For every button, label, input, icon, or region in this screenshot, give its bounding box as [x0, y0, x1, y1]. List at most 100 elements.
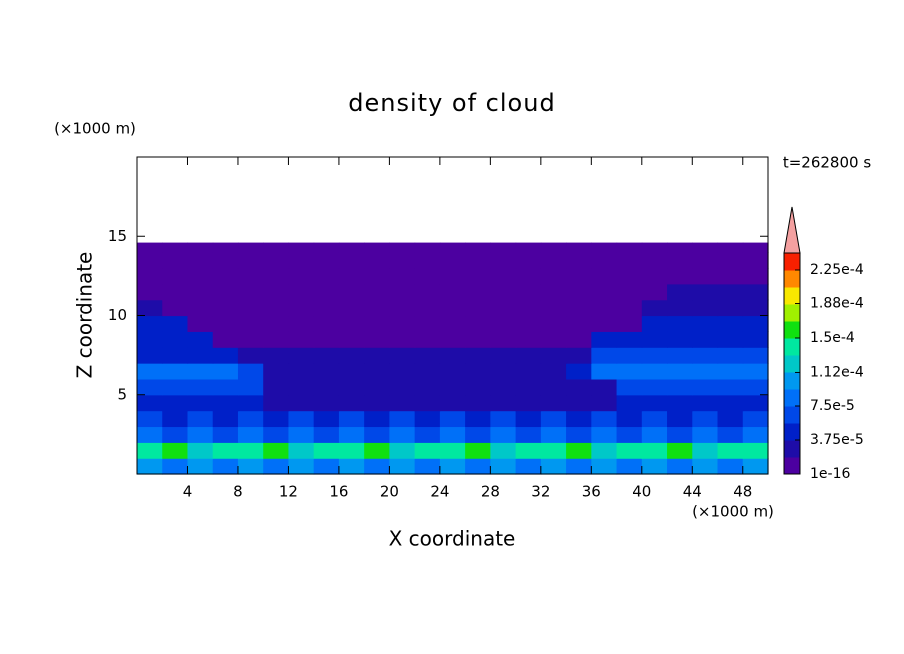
contour-cell [187, 458, 214, 475]
contour-cell [540, 331, 567, 348]
contour-cell [137, 299, 163, 317]
contour-cell [566, 458, 592, 475]
contour-cell [389, 242, 416, 253]
colorbar-band [784, 423, 800, 441]
contour-cell [667, 442, 693, 459]
contour-cell [162, 426, 189, 443]
contour-cell [313, 394, 340, 412]
contour-cell [465, 267, 491, 285]
contour-cell [566, 394, 592, 412]
contour-cell [288, 378, 315, 396]
contour-cell [414, 394, 441, 412]
contour-cell [540, 378, 567, 396]
contour-cell [237, 347, 264, 364]
contour-cell [641, 283, 668, 301]
contour-cell [338, 252, 365, 269]
contour-cell [566, 242, 592, 253]
contour-cell [414, 426, 441, 443]
contour-cell [540, 252, 567, 269]
colorbar-band [784, 355, 800, 373]
contour-cell [187, 283, 214, 301]
contour-cell [667, 426, 693, 443]
y-unit: (×1000 m) [54, 120, 136, 138]
contour-cell [263, 363, 290, 380]
contour-cell [692, 299, 719, 317]
colorbar-frame [783, 252, 801, 475]
contour-cell [692, 315, 719, 332]
contour-cell [641, 442, 668, 459]
x-tick-label: 16 [329, 483, 348, 501]
contour-cell [263, 252, 290, 269]
contour-cell [364, 252, 390, 269]
contour-cell [742, 331, 769, 348]
contour-cell [616, 331, 643, 348]
colorbar-over [783, 206, 801, 254]
contour-cell [263, 283, 290, 301]
contour-cell [288, 252, 315, 269]
contour-cell [364, 410, 390, 428]
contour-cell [237, 283, 264, 301]
contour-cell [187, 315, 214, 332]
contour-cell [465, 283, 491, 301]
contour-cell [237, 363, 264, 380]
contour-cell [237, 458, 264, 475]
contour-cell [364, 299, 390, 317]
contour-cell [717, 331, 744, 348]
contour-cell [641, 252, 668, 269]
contour-cell [187, 363, 214, 380]
contour-cell [717, 252, 744, 269]
contour-cell [717, 410, 744, 428]
contour-cell [641, 347, 668, 364]
contour-cell [591, 378, 618, 396]
contour-cell [591, 331, 618, 348]
contour-cell [692, 442, 719, 459]
contour-cell [364, 331, 390, 348]
contour-cell [490, 299, 517, 317]
contour-cell [641, 299, 668, 317]
contour-cell [162, 347, 189, 364]
contour-cell [566, 378, 592, 396]
contour-cell [540, 299, 567, 317]
contour-cell [414, 315, 441, 332]
contour-cell [288, 410, 315, 428]
contour-cell [616, 252, 643, 269]
contour-cell [742, 299, 769, 317]
x-axis-label: X coordinate [389, 527, 516, 551]
contour-cell [717, 299, 744, 317]
contour-cell [338, 315, 365, 332]
contour-cell [490, 394, 517, 412]
contour-cell [616, 394, 643, 412]
contour-cell [490, 347, 517, 364]
contour-cell [338, 394, 365, 412]
colorbar-band [784, 338, 800, 356]
contour-cell [515, 315, 542, 332]
contour-cell [667, 410, 693, 428]
contour-cell [490, 331, 517, 348]
contour-cell [338, 331, 365, 348]
contour-cell [439, 283, 466, 301]
contour-cell [263, 315, 290, 332]
contour-cell [288, 299, 315, 317]
colorbar-band [784, 389, 800, 407]
contour-cell [742, 267, 769, 285]
contour-cell [212, 331, 239, 348]
contour-cell [187, 378, 214, 396]
contour-cell [137, 267, 163, 285]
contour-cell [465, 378, 491, 396]
contour-cell [591, 363, 618, 380]
contour-cell [667, 252, 693, 269]
contour-cell [313, 252, 340, 269]
contour-cell [263, 267, 290, 285]
y-tick-label: 10 [108, 306, 127, 324]
contour-cell [566, 331, 592, 348]
contour-cell [313, 442, 340, 459]
contour-cell [667, 394, 693, 412]
contour-cell [187, 394, 214, 412]
x-tick-label: 8 [233, 483, 243, 501]
contour-cell [490, 378, 517, 396]
contour-cell [187, 347, 214, 364]
contour-cell [616, 267, 643, 285]
contour-cell [137, 458, 163, 475]
contour-cell [389, 347, 416, 364]
contour-cell [717, 394, 744, 412]
